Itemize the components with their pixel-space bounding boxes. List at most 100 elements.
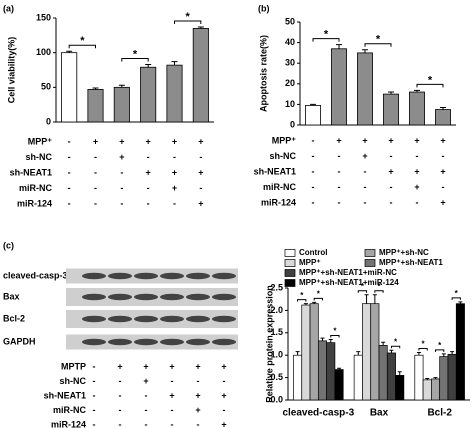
blot-label: cleaved-casp-3 bbox=[3, 270, 68, 280]
bar bbox=[87, 89, 104, 123]
treatment-cell: - bbox=[68, 167, 71, 177]
treatment-cell: - bbox=[93, 361, 96, 371]
legend-label: MPP⁺+sh-NC bbox=[379, 248, 429, 257]
treatment-cell: - bbox=[119, 376, 122, 386]
error-bar bbox=[416, 352, 421, 356]
significance-bracket bbox=[174, 20, 202, 25]
error-bar bbox=[312, 301, 317, 304]
treatment-cell: - bbox=[94, 167, 97, 177]
treatment-cell: - bbox=[312, 197, 315, 207]
error-bar bbox=[310, 103, 316, 106]
treatment-cell: + bbox=[414, 135, 419, 145]
significance-label: * bbox=[324, 29, 329, 41]
bar bbox=[61, 52, 78, 123]
treatment-cell: - bbox=[197, 419, 200, 428]
error-bar bbox=[389, 349, 394, 353]
treatment-cell: - bbox=[145, 419, 148, 428]
treatment-cell: + bbox=[195, 405, 200, 415]
treatment-cell: + bbox=[198, 167, 203, 177]
legend-swatch bbox=[284, 259, 296, 267]
treatment-cell: - bbox=[68, 183, 71, 193]
legend-label: Control bbox=[299, 248, 327, 257]
error-bar bbox=[433, 377, 438, 379]
error-bar bbox=[364, 294, 369, 304]
treatment-cell: - bbox=[312, 151, 315, 161]
treatment-cell: + bbox=[195, 390, 200, 400]
treatment-cell: + bbox=[221, 419, 226, 428]
bar bbox=[431, 378, 441, 401]
blot-band bbox=[108, 272, 132, 280]
treatment-label: sh-NC bbox=[60, 376, 87, 386]
bar bbox=[166, 64, 183, 123]
treatment-cell: - bbox=[68, 152, 71, 162]
y-tick-label: 1.5 bbox=[270, 327, 283, 337]
treatment-cell: - bbox=[94, 198, 97, 208]
error-bar bbox=[66, 50, 73, 53]
bar bbox=[331, 48, 347, 126]
treatment-cell: - bbox=[147, 183, 150, 193]
blot-band bbox=[134, 293, 158, 301]
legend-label: MPP⁺+sh-NEAT1 bbox=[379, 258, 443, 267]
bar bbox=[326, 342, 336, 401]
treatment-cell: - bbox=[120, 183, 123, 193]
blot-band bbox=[212, 338, 236, 346]
blot-band bbox=[82, 293, 106, 301]
legend-label: MPP⁺+sh-NEAT1+miR-124 bbox=[299, 278, 399, 287]
treatment-cell: - bbox=[171, 419, 174, 428]
treatment-cell: - bbox=[145, 405, 148, 415]
treatment-cell: + bbox=[146, 167, 151, 177]
blot-band bbox=[212, 293, 236, 301]
legend-label: MPP⁺+sh-NEAT1+miR-NC bbox=[299, 268, 397, 277]
treatment-cell: - bbox=[338, 182, 341, 192]
significance-bracket bbox=[418, 348, 428, 351]
treatment-cell: + bbox=[440, 197, 445, 207]
y-tick-label: 30 bbox=[285, 58, 295, 68]
treatment-cell: - bbox=[442, 182, 445, 192]
treatment-cell: - bbox=[338, 166, 341, 176]
panel-label: (b) bbox=[258, 3, 270, 13]
bar bbox=[357, 52, 373, 126]
treatment-label: MPP⁺ bbox=[28, 136, 53, 146]
treatment-cell: - bbox=[68, 136, 71, 146]
significance-bracket bbox=[313, 297, 323, 301]
y-tick-label: 50 bbox=[41, 82, 51, 92]
treatment-cell: + bbox=[221, 390, 226, 400]
bar bbox=[293, 354, 303, 401]
error-bar bbox=[372, 294, 377, 304]
treatment-cell: - bbox=[119, 405, 122, 415]
treatment-cell: + bbox=[119, 152, 124, 162]
significance-label: * bbox=[333, 327, 337, 336]
blot-band bbox=[212, 272, 236, 280]
legend-swatch bbox=[284, 249, 296, 257]
treatment-cell: + bbox=[198, 136, 203, 146]
blot-band bbox=[108, 338, 132, 346]
blot-band bbox=[134, 338, 158, 346]
bar bbox=[301, 304, 311, 401]
y-tick-label: 1.0 bbox=[270, 350, 283, 360]
significance-label: * bbox=[186, 11, 191, 23]
bar bbox=[422, 379, 432, 401]
significance-label: * bbox=[317, 289, 321, 298]
significance-bracket bbox=[390, 345, 401, 349]
significance-label: * bbox=[438, 341, 442, 350]
y-tick-label: 10 bbox=[285, 99, 295, 109]
y-axis-label: Cell viability(%) bbox=[6, 37, 16, 104]
error-bar bbox=[425, 377, 430, 380]
significance-label: * bbox=[394, 337, 398, 346]
treatment-cell: + bbox=[117, 361, 122, 371]
treatment-cell: - bbox=[312, 135, 315, 145]
error-bar bbox=[197, 26, 204, 29]
bar bbox=[353, 354, 363, 401]
treatment-label: miR-NC bbox=[53, 405, 86, 415]
panel-label: (c) bbox=[3, 240, 14, 250]
significance-label: * bbox=[422, 340, 426, 349]
bar bbox=[362, 303, 372, 401]
y-tick-label: 150 bbox=[36, 12, 51, 22]
treatment-cell: - bbox=[364, 197, 367, 207]
significance-label: * bbox=[300, 291, 304, 300]
blot-band bbox=[186, 272, 210, 280]
treatment-cell: - bbox=[145, 390, 148, 400]
error-bar bbox=[414, 89, 420, 93]
bar bbox=[334, 369, 344, 401]
treatment-cell: - bbox=[364, 182, 367, 192]
